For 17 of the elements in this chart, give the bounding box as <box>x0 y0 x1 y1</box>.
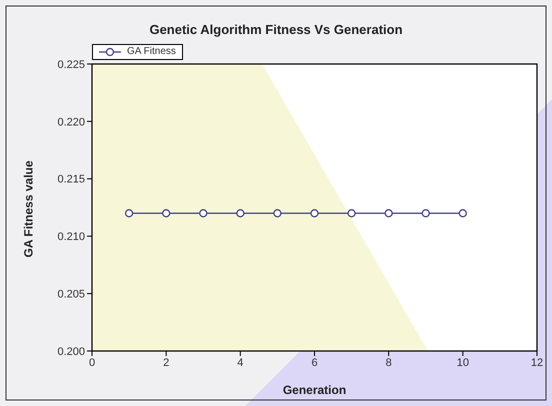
y-tick-label: 0.215 <box>57 174 85 186</box>
x-tick-label: 10 <box>456 356 469 369</box>
y-tick-label: 0.200 <box>57 346 85 358</box>
x-tick-label: 12 <box>530 356 544 369</box>
legend-label: GA Fitness <box>127 45 176 59</box>
x-axis-title: Generation <box>282 383 346 397</box>
chart-title: Genetic Algorithm Fitness Vs Generation <box>148 22 404 37</box>
y-axis-title: GA Fitness value <box>21 160 36 258</box>
x-tick-label: 6 <box>311 356 318 369</box>
y-tick-label: 0.220 <box>57 116 85 128</box>
y-tick-label: 0.205 <box>57 288 85 301</box>
y-tick-label: 0.210 <box>57 231 85 244</box>
x-tick-label: 0 <box>88 356 96 369</box>
x-tick-label: 2 <box>163 356 170 369</box>
y-tick-label: 0.225 <box>57 58 85 71</box>
x-tick-label: 8 <box>386 356 392 369</box>
x-tick-label: 4 <box>237 356 244 369</box>
